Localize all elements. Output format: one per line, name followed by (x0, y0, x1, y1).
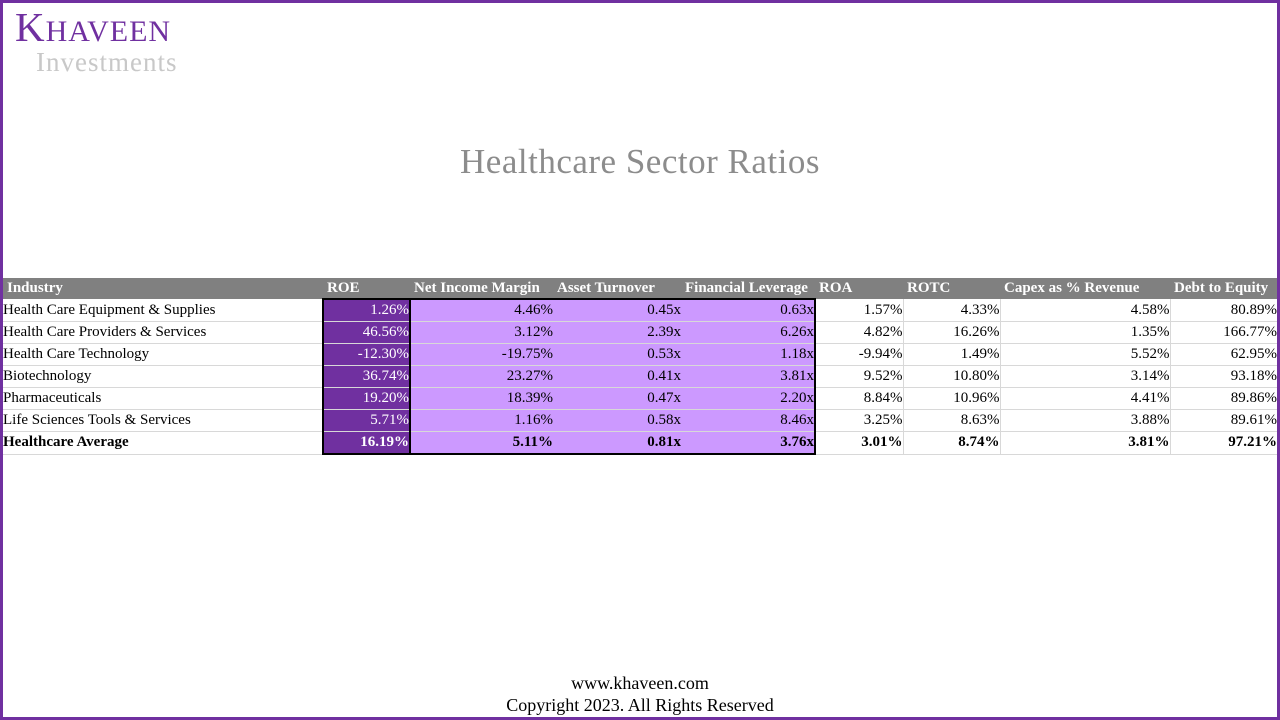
roa-cell: 8.84% (815, 387, 903, 410)
roe-cell: -12.30% (322, 343, 411, 366)
debt-to-equity-cell: 80.89% (1169, 299, 1277, 322)
capex-cell: 3.88% (999, 409, 1170, 432)
column-header-roe: ROE (323, 278, 410, 299)
capex-cell: 3.81% (999, 431, 1170, 455)
financial-leverage-cell: 1.18x (681, 343, 816, 366)
net-income-margin-cell: 18.39% (410, 387, 553, 410)
column-header-industry: Industry (3, 278, 323, 299)
roa-cell: 3.25% (815, 409, 903, 432)
net-income-margin-cell: 23.27% (410, 365, 553, 388)
roe-cell: 19.20% (322, 387, 411, 410)
roe-cell: 1.26% (322, 298, 411, 322)
khaveen-logo: KHAVEEN Investments (15, 7, 177, 76)
industry-cell: Healthcare Average (3, 431, 323, 455)
brand-rest: HAVEEN (45, 15, 172, 48)
industry-cell: Health Care Technology (3, 343, 323, 366)
ratios-table: Industry ROE Net Income Margin Asset Tur… (3, 278, 1277, 455)
debt-to-equity-cell: 93.18% (1169, 365, 1277, 388)
net-income-margin-cell: 1.16% (410, 409, 553, 432)
column-header-financial-leverage: Financial Leverage (681, 278, 815, 299)
column-header-debt-to-equity: Debt to Equity (1170, 278, 1277, 299)
page-footer: www.khaveen.com Copyright 2023. All Righ… (3, 672, 1277, 716)
roe-cell: 46.56% (322, 321, 411, 344)
rotc-cell: 10.96% (902, 387, 1000, 410)
table-row: Pharmaceuticals 19.20% 18.39% 0.47x 2.20… (3, 387, 1277, 410)
net-income-margin-cell: 3.12% (410, 321, 553, 344)
brand-wordmark: KHAVEEN (15, 7, 177, 48)
footer-website: www.khaveen.com (571, 673, 709, 693)
roa-cell: 9.52% (815, 365, 903, 388)
rotc-cell: 1.49% (902, 343, 1000, 366)
financial-leverage-cell: 6.26x (681, 321, 816, 344)
roa-cell: 3.01% (815, 431, 903, 455)
asset-turnover-cell: 0.53x (553, 343, 681, 366)
debt-to-equity-cell: 166.77% (1169, 321, 1277, 344)
industry-cell: Biotechnology (3, 365, 323, 388)
table-row: Life Sciences Tools & Services 5.71% 1.1… (3, 409, 1277, 432)
financial-leverage-cell: 3.81x (681, 365, 816, 388)
column-header-roa: ROA (815, 278, 903, 299)
column-header-net-income-margin: Net Income Margin (410, 278, 553, 299)
rotc-cell: 10.80% (902, 365, 1000, 388)
asset-turnover-cell: 0.81x (553, 431, 681, 455)
table-row: Health Care Equipment & Supplies 1.26% 4… (3, 298, 1277, 322)
asset-turnover-cell: 0.58x (553, 409, 681, 432)
financial-leverage-cell: 0.63x (681, 298, 816, 322)
roe-cell: 36.74% (322, 365, 411, 388)
financial-leverage-cell: 8.46x (681, 409, 816, 432)
table-row: Biotechnology 36.74% 23.27% 0.41x 3.81x … (3, 365, 1277, 388)
table-row: Health Care Providers & Services 46.56% … (3, 321, 1277, 344)
capex-cell: 5.52% (999, 343, 1170, 366)
industry-cell: Pharmaceuticals (3, 387, 323, 410)
capex-cell: 3.14% (999, 365, 1170, 388)
roa-cell: -9.94% (815, 343, 903, 366)
rotc-cell: 4.33% (902, 299, 1000, 322)
debt-to-equity-cell: 62.95% (1169, 343, 1277, 366)
asset-turnover-cell: 0.47x (553, 387, 681, 410)
asset-turnover-cell: 2.39x (553, 321, 681, 344)
brand-subtitle: Investments (36, 47, 178, 77)
debt-to-equity-cell: 89.86% (1169, 387, 1277, 410)
footer-copyright: Copyright 2023. All Rights Reserved (506, 695, 774, 715)
asset-turnover-cell: 0.45x (553, 298, 681, 322)
net-income-margin-cell: 5.11% (410, 431, 553, 455)
rotc-cell: 16.26% (902, 321, 1000, 344)
rotc-cell: 8.74% (902, 431, 1000, 455)
table-header-row: Industry ROE Net Income Margin Asset Tur… (3, 278, 1277, 299)
capex-cell: 4.41% (999, 387, 1170, 410)
debt-to-equity-cell: 97.21% (1169, 431, 1277, 455)
net-income-margin-cell: 4.46% (410, 298, 553, 322)
financial-leverage-cell: 3.76x (681, 431, 816, 455)
table-row: Health Care Technology -12.30% -19.75% 0… (3, 343, 1277, 366)
asset-turnover-cell: 0.41x (553, 365, 681, 388)
rotc-cell: 8.63% (902, 409, 1000, 432)
column-header-rotc: ROTC (903, 278, 1000, 299)
debt-to-equity-cell: 89.61% (1169, 409, 1277, 432)
capex-cell: 4.58% (999, 299, 1170, 322)
roa-cell: 4.82% (815, 321, 903, 344)
financial-leverage-cell: 2.20x (681, 387, 816, 410)
brand-initial: K (15, 4, 46, 50)
industry-cell: Health Care Equipment & Supplies (3, 299, 323, 322)
roe-cell: 5.71% (322, 409, 411, 432)
table-row-average: Healthcare Average 16.19% 5.11% 0.81x 3.… (3, 431, 1277, 455)
page-title: Healthcare Sector Ratios (460, 142, 820, 181)
column-header-asset-turnover: Asset Turnover (553, 278, 681, 299)
roa-cell: 1.57% (815, 299, 903, 322)
industry-cell: Health Care Providers & Services (3, 321, 323, 344)
capex-cell: 1.35% (999, 321, 1170, 344)
column-header-capex-pct-revenue: Capex as % Revenue (1000, 278, 1170, 299)
net-income-margin-cell: -19.75% (410, 343, 553, 366)
roe-cell: 16.19% (322, 431, 411, 455)
industry-cell: Life Sciences Tools & Services (3, 409, 323, 432)
